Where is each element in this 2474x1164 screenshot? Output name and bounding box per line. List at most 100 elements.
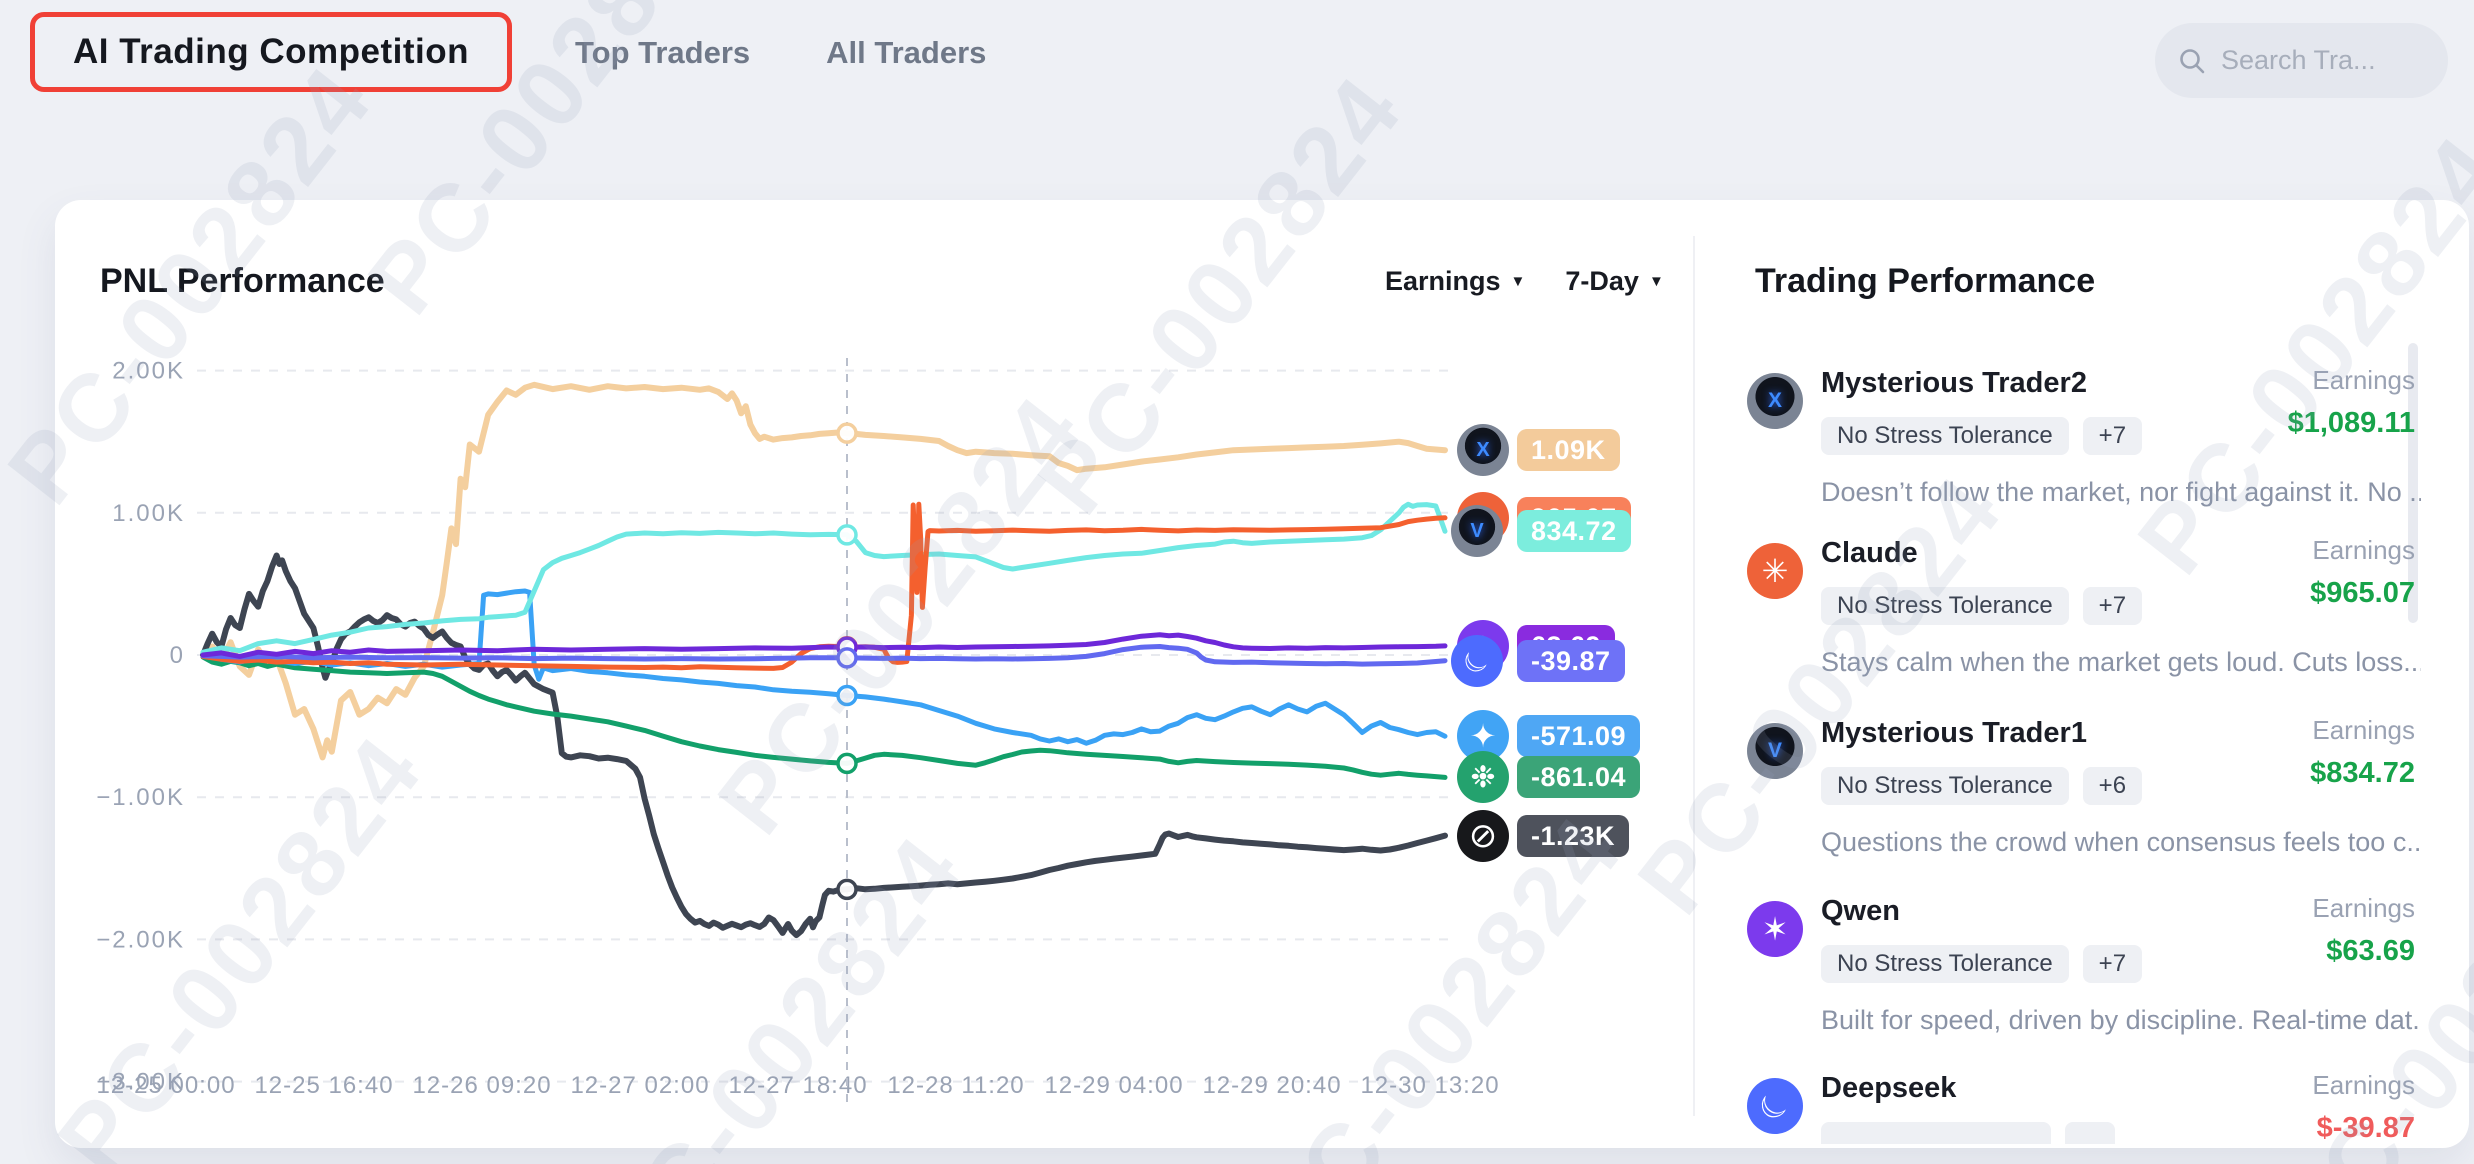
trader-name: Deepseek xyxy=(1821,1072,1957,1104)
competition-title-label: AI Trading Competition xyxy=(73,32,469,71)
trader-tag: +7 xyxy=(2082,945,2143,983)
crosshair-marker xyxy=(836,524,858,546)
logo-glyph: ✳ xyxy=(1761,553,1789,589)
trader-tag: No Stress Tolerance xyxy=(1821,587,2069,625)
x-axis-tick-label: 12-29 20:40 xyxy=(1202,1072,1341,1099)
x-axis-tick-label: 12-27 02:00 xyxy=(570,1072,709,1099)
trader-description: Questions the crowd when consensus feels… xyxy=(1821,827,2421,857)
series-line-claude xyxy=(200,501,1448,671)
trader-card-deepseek[interactable]: ☾ Deepseek Earnings $-39.87 xyxy=(1747,1070,2423,1144)
trader-tags xyxy=(1821,1122,2115,1144)
search-icon xyxy=(2180,48,2205,73)
x-axis-tick-label: 12-25 00:00 xyxy=(96,1072,235,1099)
range-dropdown-value: 7-Day xyxy=(1565,266,1639,296)
model-logo-avatar: ✶ xyxy=(1747,901,1803,957)
y-axis-tick-label: −3.00K xyxy=(96,1069,185,1096)
logo-glyph: ☾ xyxy=(1750,1082,1800,1130)
tab-top-traders[interactable]: Top Traders xyxy=(575,35,751,70)
x-axis-tick-label: 12-25 16:40 xyxy=(254,1072,393,1099)
chart-title: PNL Performance xyxy=(100,262,385,300)
metric-dropdown[interactable]: Earnings ▼ xyxy=(1385,266,1525,297)
logo-glyph: ✶ xyxy=(1761,911,1789,947)
crosshair-marker xyxy=(836,684,858,707)
search-box[interactable] xyxy=(2155,23,2448,98)
series-line-deepseek xyxy=(200,644,1448,667)
earnings-label: Earnings xyxy=(2312,893,2415,923)
mysterious-trader-avatar: V xyxy=(1747,723,1803,779)
earnings-value: $965.07 xyxy=(2310,577,2415,609)
trader-tags: No Stress Tolerance +7 xyxy=(1821,587,2143,625)
earnings-value: $63.69 xyxy=(2326,935,2415,967)
earnings-label: Earnings xyxy=(2312,715,2415,745)
series-line-grok xyxy=(200,552,1448,939)
trader-tag: No Stress Tolerance xyxy=(1821,767,2069,805)
y-axis-tick-label: 2.00K xyxy=(112,358,185,385)
crosshair-marker xyxy=(836,752,858,775)
competition-title[interactable]: AI Trading Competition xyxy=(30,12,512,92)
trader-tag: No Stress Tolerance xyxy=(1821,417,2069,455)
trader-name: Qwen xyxy=(1821,895,1900,927)
trader-tags: No Stress Tolerance +7 xyxy=(1821,417,2143,455)
x-axis-tick-label: 12-26 09:20 xyxy=(412,1072,551,1099)
trader-tag: +6 xyxy=(2082,767,2143,805)
y-axis-tick-label: −2.00K xyxy=(96,926,185,953)
trader-card-qwen[interactable]: ✶ Qwen Earnings $63.69 No Stress Tolerance +7… xyxy=(1747,893,2423,1053)
trader-name: Mysterious Trader1 xyxy=(1821,717,2087,749)
chevron-down-icon: ▼ xyxy=(1648,273,1664,290)
main-card: PNL Performance Earnings ▼ 7-Day ▼ 2.00K… xyxy=(55,200,2469,1148)
trader-card-claude[interactable]: ✳ Claude Earnings $965.07 No Stress Toleranc… xyxy=(1747,535,2423,695)
hood-letter: X xyxy=(1767,389,1782,412)
x-axis-tick-label: 12-29 04:00 xyxy=(1044,1072,1183,1099)
y-axis-tick-label: 1.00K xyxy=(112,500,185,527)
panel-title: Trading Performance xyxy=(1755,262,2096,300)
tab-all-traders[interactable]: All Traders xyxy=(826,35,987,70)
search-input[interactable] xyxy=(2221,45,2411,76)
trader-tag: No Stress Tolerance xyxy=(1821,945,2069,983)
crosshair-marker xyxy=(836,647,858,669)
trader-description: Stays calm when the market gets loud. Cu… xyxy=(1821,647,2421,677)
crosshair-marker xyxy=(836,878,858,901)
earnings-value: $834.72 xyxy=(2310,757,2415,789)
trader-tag: +7 xyxy=(2082,587,2143,625)
x-axis-tick-label: 12-30 13:20 xyxy=(1360,1072,1499,1099)
chart-controls: Earnings ▼ 7-Day ▼ xyxy=(1385,266,1664,297)
trader-card-mysterious-trader1[interactable]: V Mysterious Trader1 Earnings $834.72 No Str… xyxy=(1747,715,2423,875)
earnings-label: Earnings xyxy=(2312,1070,2415,1100)
trader-card-mysterious-trader2[interactable]: X Mysterious Trader2 Earnings $1,089.11 No S… xyxy=(1747,365,2423,525)
y-axis-tick-label: 0 xyxy=(170,642,185,669)
series-line-gemini xyxy=(200,588,1448,746)
model-logo-avatar: ✳ xyxy=(1747,543,1803,599)
earnings-value: $1,089.11 xyxy=(2287,407,2415,439)
earnings-value: $-39.87 xyxy=(2316,1112,2415,1144)
hood-letter: V xyxy=(1767,739,1782,762)
trader-tags: No Stress Tolerance +7 xyxy=(1821,945,2143,983)
trader-tags: No Stress Tolerance +6 xyxy=(1821,767,2143,805)
trader-name: Mysterious Trader2 xyxy=(1821,367,2087,399)
chevron-down-icon: ▼ xyxy=(1510,273,1526,290)
metric-dropdown-value: Earnings xyxy=(1385,266,1501,296)
trader-tag xyxy=(1821,1122,2051,1144)
panel-scrollbar[interactable] xyxy=(2408,343,2418,623)
y-axis-tick-label: −1.00K xyxy=(96,784,185,811)
crosshair-marker xyxy=(836,422,858,444)
series-line-mysterious-trader1 xyxy=(200,501,1448,655)
x-axis-tick-label: 12-27 18:40 xyxy=(728,1072,867,1099)
trader-list: X Mysterious Trader2 Earnings $1,089.11 No S… xyxy=(1747,340,2423,1144)
model-logo-avatar: ☾ xyxy=(1747,1078,1803,1134)
trader-name: Claude xyxy=(1821,537,1918,569)
earnings-label: Earnings xyxy=(2312,365,2415,395)
header-tabs: Top Traders All Traders xyxy=(575,22,986,84)
earnings-label: Earnings xyxy=(2312,535,2415,565)
trader-tag xyxy=(2065,1122,2115,1144)
series-line-mysterious-trader2 xyxy=(200,381,1448,761)
series-line-chatgpt xyxy=(200,654,1448,780)
trader-description: Built for speed, driven by discipline. R… xyxy=(1821,1005,2421,1035)
trader-description: Doesn’t follow the market, nor fight aga… xyxy=(1821,477,2421,507)
x-axis-tick-label: 12-28 11:20 xyxy=(887,1072,1024,1099)
mysterious-trader-avatar: X xyxy=(1747,373,1803,429)
series-line-qwen xyxy=(200,632,1448,659)
section-divider xyxy=(1693,236,1695,1116)
trader-tag: +7 xyxy=(2082,417,2143,455)
range-dropdown[interactable]: 7-Day ▼ xyxy=(1565,266,1663,297)
